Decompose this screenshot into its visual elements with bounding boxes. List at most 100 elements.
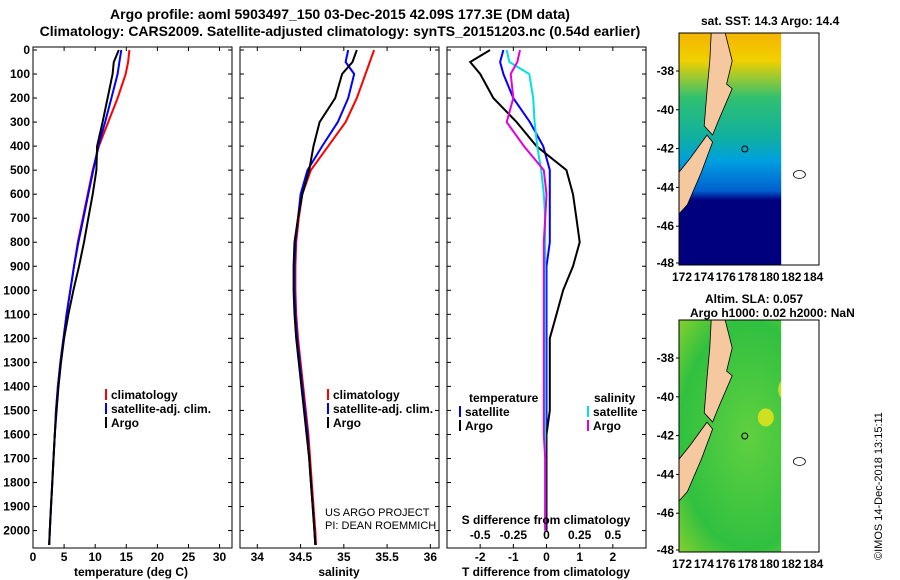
pi-note: PI: DEAN ROEMMICH xyxy=(325,520,436,532)
x-tick-label: 36 xyxy=(424,550,438,564)
sal-diff-tick-label: 0 xyxy=(543,528,550,542)
sal-diff-tick-label: -0.5 xyxy=(470,528,491,542)
depth-tick-label: 500 xyxy=(10,163,30,177)
x-tick-label: 35.5 xyxy=(375,550,399,564)
figure-title-line1: Argo profile: aoml 5903497_150 03-Dec-20… xyxy=(110,6,570,22)
temperature-xlabel: temperature (deg C) xyxy=(74,565,188,579)
x-tick-label: 30 xyxy=(213,550,227,564)
depth-tick-label: 1400 xyxy=(3,379,30,393)
x-tick-label: 5 xyxy=(61,550,68,564)
sal-difference-xlabel: S difference from climatology xyxy=(462,513,631,527)
x-tick-label: 15 xyxy=(120,550,134,564)
x-tick-label: 25 xyxy=(182,550,196,564)
map-lat-label: -42 xyxy=(657,142,675,156)
difference-xlabel: T difference from climatology xyxy=(462,565,630,579)
map-lon-label: 176 xyxy=(716,557,736,571)
legend-label: Argo xyxy=(465,419,493,433)
outside-domain xyxy=(781,33,819,265)
sla-map-title-line1: Altim. SLA: 0.057 xyxy=(705,292,804,306)
south-island xyxy=(678,134,714,215)
sla-map-title-line2: Argo h1000: 0.02 h2000: NaN xyxy=(690,306,855,320)
x-tick-label: 1 xyxy=(576,550,583,564)
sal-diff-tick-label: -0.25 xyxy=(500,528,528,542)
map-lon-label: 178 xyxy=(738,557,758,571)
x-tick-label: 34 xyxy=(251,550,265,564)
x-tick-label: 20 xyxy=(151,550,165,564)
x-tick-label: 10 xyxy=(89,550,103,564)
map-lon-label: 184 xyxy=(803,557,823,571)
x-tick-label: 0 xyxy=(543,550,550,564)
map-lat-label: -44 xyxy=(657,180,675,194)
map-lat-label: -46 xyxy=(657,506,675,520)
salinity-xlabel: salinity xyxy=(318,565,360,579)
profile-line-argo xyxy=(292,49,358,546)
sla-map: 172 174 176 178 180 182 184 -38 -40 -42 -44 -46 -48 xyxy=(657,319,824,571)
map-lat-label: -40 xyxy=(657,103,675,117)
argo-position-marker xyxy=(741,432,749,440)
map-lon-label: 180 xyxy=(760,270,780,284)
profile-line-argo xyxy=(48,49,120,546)
sst-map: 172 174 176 178 180 182 184 -38 -40 -42 -44 -46 -48 xyxy=(657,32,824,284)
outside-domain xyxy=(781,320,819,552)
legend-temperature-title: temperature xyxy=(469,391,539,405)
depth-tick-label: 1300 xyxy=(3,355,30,369)
figure-title-line2: Climatology: CARS2009. Satellite-adjuste… xyxy=(39,23,641,39)
depth-tick-label: 200 xyxy=(10,91,30,105)
depth-tick-label: 1900 xyxy=(3,500,30,514)
map-lon-label: 178 xyxy=(738,270,758,284)
legend-label: climatology xyxy=(111,388,178,402)
argo-position-marker xyxy=(741,145,749,153)
map-lon-label: 172 xyxy=(672,270,692,284)
depth-tick-label: 1200 xyxy=(3,331,30,345)
depth-tick-label: 900 xyxy=(10,259,30,273)
depth-tick-label: 100 xyxy=(10,67,30,81)
depth-tick-label: 400 xyxy=(10,139,30,153)
depth-tick-label: 1800 xyxy=(3,476,30,490)
legend-label: satellite-adj. clim. xyxy=(111,402,211,416)
legend-label: Argo xyxy=(593,419,621,433)
legend-label: satellite xyxy=(593,405,638,419)
x-tick-label: 35 xyxy=(337,550,351,564)
map-lon-label: 182 xyxy=(781,557,801,571)
map-lon-label: 172 xyxy=(672,557,692,571)
map-lon-label: 176 xyxy=(716,270,736,284)
legend-label: Argo xyxy=(333,416,361,430)
x-tick-label: 34.5 xyxy=(289,550,313,564)
depth-tick-label: 1100 xyxy=(4,307,30,321)
south-island xyxy=(678,421,714,502)
depth-tick-label: 300 xyxy=(10,115,30,129)
x-tick-label: 2 xyxy=(609,550,616,564)
legend-salinity-title: salinity xyxy=(594,391,636,405)
map-lon-label: 174 xyxy=(694,270,714,284)
map-lat-label: -44 xyxy=(657,467,675,481)
map-lat-label: -42 xyxy=(657,429,675,443)
sal-diff-tick-label: 0.5 xyxy=(604,528,621,542)
map-lon-label: 184 xyxy=(803,270,823,284)
map-lat-label: -40 xyxy=(657,390,675,404)
sst-map-title: sat. SST: 14.3 Argo: 14.4 xyxy=(701,14,840,28)
legend-label: climatology xyxy=(333,388,400,402)
map-lat-label: -38 xyxy=(657,351,675,365)
chatham-islands xyxy=(793,457,806,466)
profile-line-s-argo xyxy=(505,49,548,531)
x-tick-label: 0 xyxy=(30,550,37,564)
panel-frame-2 xyxy=(239,46,440,549)
panel-frame-1 xyxy=(32,46,233,549)
profile-line-climatology xyxy=(48,49,131,546)
depth-tick-label: 700 xyxy=(10,211,30,225)
map-lon-label: 180 xyxy=(760,557,780,571)
profile-line-s-satellite xyxy=(505,49,547,531)
map-lat-label: -48 xyxy=(657,543,675,557)
x-tick-label: -2 xyxy=(475,550,486,564)
legend-label: satellite-adj. clim. xyxy=(333,402,433,416)
north-island xyxy=(703,319,733,423)
map-lon-label: 182 xyxy=(781,270,801,284)
project-note: US ARGO PROJECT xyxy=(325,507,430,519)
sal-diff-tick-label: 0.25 xyxy=(568,528,592,542)
chatham-islands xyxy=(793,170,806,179)
north-island xyxy=(703,32,733,136)
depth-tick-label: 2000 xyxy=(3,524,30,538)
profile-line-t-argo xyxy=(468,49,581,531)
depth-tick-label: 1500 xyxy=(3,403,30,417)
